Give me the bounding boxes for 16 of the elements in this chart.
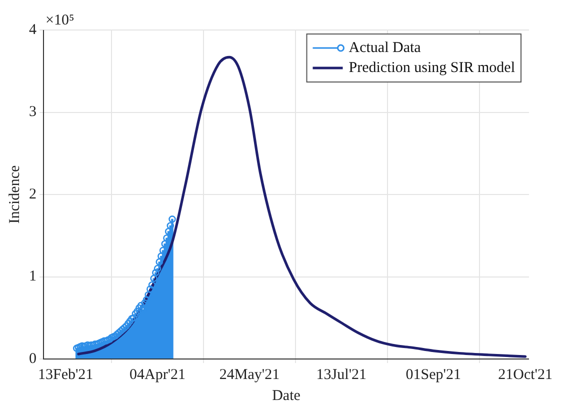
y-tick-label: 3	[29, 104, 36, 120]
y-tick-label: 0	[29, 350, 36, 367]
x-axis-title: Date	[272, 388, 301, 404]
x-tick-label: 21Oct'21	[498, 366, 553, 383]
x-tick-label: 24May'21	[219, 366, 280, 383]
x-tick-label: 04Apr'21	[130, 366, 186, 383]
text: ×10⁵	[46, 12, 74, 28]
x-tick-label: 13Jul'21	[316, 366, 367, 383]
legend-label: Prediction using SIR model	[348, 60, 516, 76]
x-tick-label: 13Feb'21	[38, 366, 94, 383]
y-tick-label: 1	[29, 268, 36, 285]
y-tick-label: 2	[29, 186, 36, 202]
y-tick-label: 4	[29, 22, 37, 38]
legend-label: Actual Data	[348, 40, 422, 56]
x-tick-label: 01Sep'21	[406, 366, 461, 383]
y-axis-title: Incidence	[6, 165, 23, 224]
